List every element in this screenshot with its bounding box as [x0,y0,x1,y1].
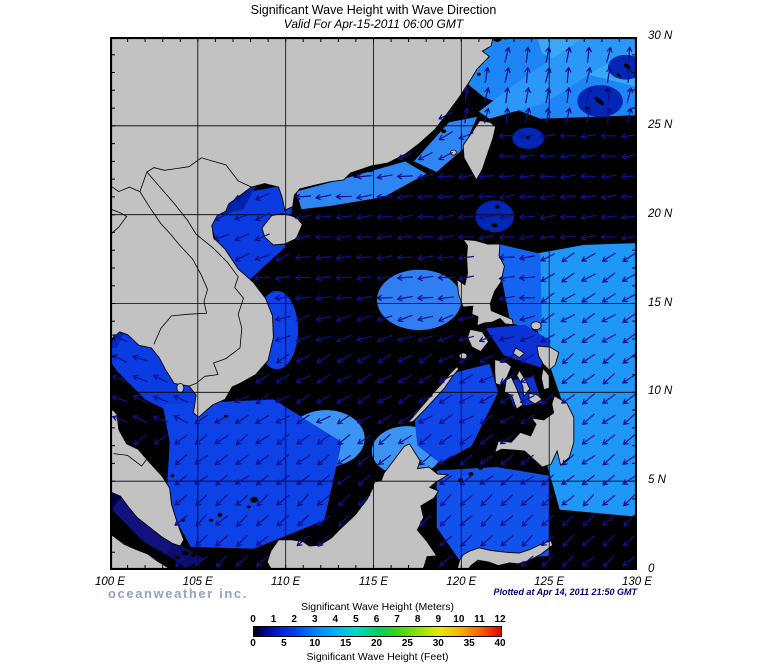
legend-meters-tick: 1 [270,614,277,625]
colorbar-gradient [253,626,502,637]
chart-subtitle: Valid For Apr-15-2011 06:00 GMT [283,17,464,31]
map-svg [109,36,638,571]
land-mainland-asia [110,37,494,547]
axis-tick-marks [110,37,637,570]
legend-meters-tick: 8 [414,614,421,625]
chart-title: Significant Wave Height with Wave Direct… [250,3,497,17]
legend-feet-tick: 5 [281,638,287,649]
legend-meters-tick: 2 [291,614,297,625]
plotted-timestamp: Plotted at Apr 14, 2011 21:50 GMT [493,587,637,597]
grid-lines [110,37,637,570]
land-masbate [512,347,526,359]
land-layer [110,37,575,570]
land-bohol [528,392,543,405]
legend-title-meters: Significant Wave Height (Meters) [300,601,455,613]
legend-meters-tick: 0 [250,614,256,625]
land-sumatra [110,533,173,570]
land-leyte [540,367,551,391]
lon-tick-label: 105 E [182,576,213,588]
lon-tick-label: 130 E [621,576,653,588]
land-sulawesi [456,540,554,570]
map-frame [109,36,638,571]
lon-tick-label: 125 E [534,576,565,588]
legend-feet-tick: 20 [370,638,383,649]
lat-tick-label: 25 N [648,118,673,131]
legend-feet-ticks: 0 5 10 15 20 25 30 35 40 [250,638,506,650]
legend-feet-tick: 35 [463,638,475,649]
legend-feet-tick: 40 [494,638,506,649]
lon-tick-label: 110 E [271,576,301,588]
lon-tick-label: 100 E [94,576,126,588]
lat-tick-label: 10 N [648,385,673,398]
legend-feet-tick: 15 [340,638,352,649]
legend-meters-ticks: 0 1 2 3 4 5 6 7 8 9 10 11 12 [250,614,506,626]
legend-meters-tick: 9 [435,614,442,625]
legend-meters-tick: 12 [494,614,506,625]
lat-tick-label: 15 N [648,296,673,309]
legend-feet-tick: 25 [401,638,413,649]
land-samar [536,345,560,371]
land-luzon [456,238,514,327]
land-borneo [266,443,450,570]
lat-tick-label: 30 N [648,30,673,42]
land-palawan [406,365,460,424]
legend-feet-tick: 0 [250,638,256,649]
legend-meters-tick: 4 [332,614,339,625]
legend-meters-tick: 3 [311,614,318,625]
legend-title-feet: Significant Wave Height (Feet) [306,651,449,663]
land-mindanao [493,395,575,468]
map-canvas [109,36,638,571]
legend-feet-tick: 30 [432,638,444,649]
lat-tick-label: 5 N [648,474,666,487]
legend-meters-tick: 11 [474,614,485,625]
wave-direction-arrows [111,46,637,568]
legend-meters-tick: 6 [373,614,380,625]
lon-tick-label: 115 E [358,576,389,588]
legend-meters-tick: 5 [353,614,359,625]
oceanweather-logo: oceanweather inc. [108,586,248,601]
lon-tick-label: 120 E [446,576,477,588]
legend-meters-tick: 7 [394,614,400,625]
country-borders [110,157,252,467]
legend-meters-tick: 10 [453,614,465,625]
lat-tick-label: 20 N [648,207,673,220]
lat-tick-label: 0 [648,563,655,575]
legend-feet-tick: 10 [309,638,321,649]
